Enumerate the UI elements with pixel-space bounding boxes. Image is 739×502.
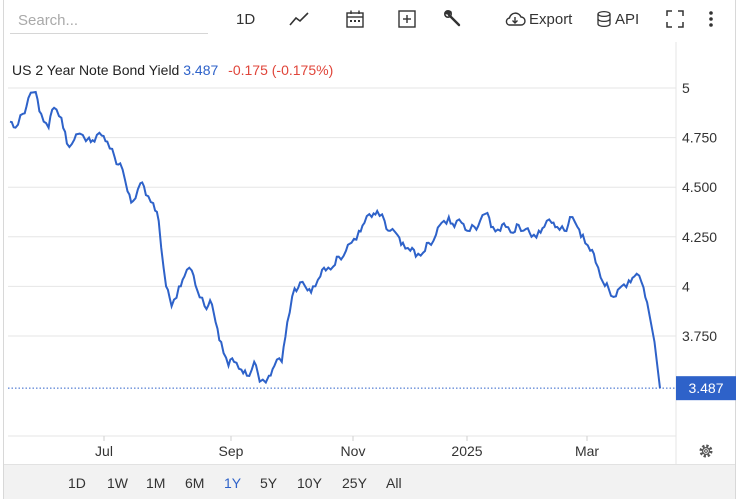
- range-button-1w[interactable]: 1W: [107, 475, 128, 491]
- x-tick-label: 2025: [451, 443, 482, 459]
- compare-button[interactable]: [397, 8, 417, 30]
- api-button[interactable]: API: [596, 8, 639, 30]
- x-tick-label: Nov: [341, 443, 366, 459]
- y-axis-ticks: 5 4.750 4.500 4.250 4 3.750: [682, 80, 717, 344]
- search-input[interactable]: [10, 8, 208, 34]
- y-tick-label: 4: [682, 278, 690, 294]
- legend-change: -0.175 (-0.175%): [228, 62, 334, 78]
- export-button[interactable]: Export: [504, 8, 572, 30]
- x-tick-label: Mar: [575, 443, 599, 459]
- line-chart-icon: [289, 12, 309, 26]
- toolbar: 1D: [0, 0, 739, 40]
- range-button-6m[interactable]: 6M: [185, 475, 205, 491]
- y-tick-label: 5: [682, 80, 690, 96]
- range-button-10y[interactable]: 10Y: [297, 475, 322, 491]
- chart-type-button[interactable]: [288, 8, 310, 30]
- y-tick-label: 4.500: [682, 179, 717, 195]
- x-tick-label: Jul: [95, 443, 113, 459]
- last-value-badge: [676, 376, 736, 401]
- settings-button[interactable]: [697, 442, 715, 465]
- y-tick-label: 3.750: [682, 328, 717, 344]
- range-button-1y[interactable]: 1Y: [224, 475, 242, 491]
- y-tick-label: 4.250: [682, 229, 717, 245]
- x-axis-ticks: Jul Sep Nov 2025 Mar: [95, 436, 599, 459]
- fullscreen-button[interactable]: [665, 8, 685, 30]
- plus-box-icon: [398, 10, 416, 28]
- date-range-button[interactable]: [345, 8, 365, 30]
- chart-legend: US 2 Year Note Bond Yield 3.487 -0.175 (…: [12, 62, 333, 78]
- wrench-icon: [443, 9, 461, 27]
- more-menu-button[interactable]: [706, 8, 716, 30]
- interval-button[interactable]: 1D: [236, 10, 256, 28]
- range-button-1d[interactable]: 1D: [68, 475, 86, 491]
- range-button-all[interactable]: All: [386, 475, 402, 491]
- range-button-1m[interactable]: 1M: [146, 475, 166, 491]
- legend-series-name: US 2 Year Note Bond Yield: [12, 62, 180, 78]
- gear-icon: [699, 444, 713, 458]
- database-icon: [597, 10, 611, 28]
- range-button-25y[interactable]: 25Y: [342, 475, 367, 491]
- calendar-icon: [346, 10, 364, 28]
- x-tick-label: Sep: [219, 443, 244, 459]
- api-label: API: [615, 10, 640, 28]
- more-vertical-icon: [709, 11, 713, 27]
- y-tick-label: 4.750: [682, 130, 717, 146]
- fullscreen-icon: [666, 10, 684, 28]
- grid-lines: [8, 42, 677, 464]
- time-range-bar: 1D 1W 1M 6M 1Y 5Y 10Y 25Y All: [4, 464, 735, 499]
- last-value-label: 3.487: [688, 380, 723, 396]
- range-button-5y[interactable]: 5Y: [260, 475, 278, 491]
- yield-series-line: [9, 90, 661, 389]
- cloud-download-icon: [505, 12, 526, 26]
- export-label: Export: [529, 10, 573, 28]
- legend-price: 3.487: [183, 62, 219, 78]
- indicators-button[interactable]: [443, 8, 463, 30]
